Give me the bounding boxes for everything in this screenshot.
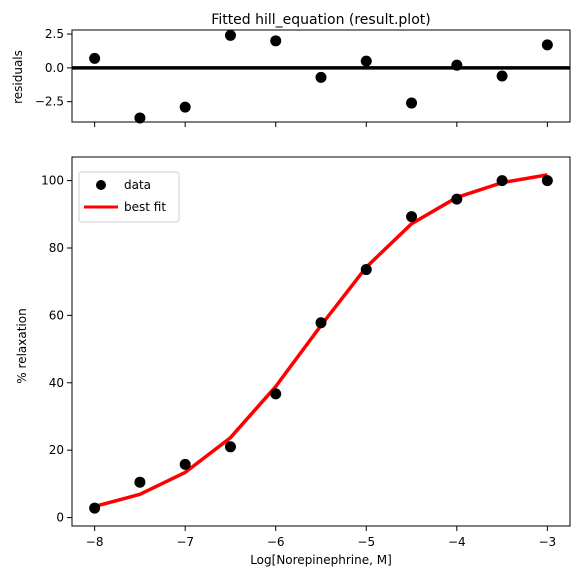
residuals-ylabel: residuals — [11, 50, 25, 104]
main-ytick-label: 40 — [49, 376, 64, 390]
residual-point — [179, 101, 191, 113]
main-ytick-label: 60 — [49, 308, 64, 322]
main-ytick-label: 100 — [41, 174, 64, 188]
data-point — [541, 175, 553, 187]
main-xtick-label: −5 — [357, 535, 375, 549]
residuals-ytick-label: 0.0 — [45, 61, 64, 75]
residuals-title: Fitted hill_equation (result.plot) — [211, 12, 430, 28]
data-point — [451, 193, 463, 205]
main-ylabel: % relaxation — [15, 308, 29, 383]
data-point — [496, 175, 508, 187]
main-axes-frame — [71, 156, 571, 527]
residuals-axes-frame — [71, 29, 571, 123]
main-xtick-label: −6 — [267, 535, 285, 549]
data-point — [134, 476, 146, 488]
main-xlabel: Log[Norepinephrine, M] — [250, 553, 392, 567]
residual-point — [541, 39, 553, 51]
residual-point — [451, 59, 463, 71]
legend-data-marker — [96, 180, 106, 190]
data-point — [89, 502, 101, 514]
legend-bestfit-label: best fit — [124, 200, 166, 214]
data-point — [360, 264, 372, 276]
residual-point — [496, 70, 508, 82]
data-point — [406, 211, 418, 223]
main-panel: % relaxation Log[Norepinephrine, M] 0 20 4… — [15, 156, 571, 567]
residuals-plot-area: 2.5 0.0 −2.5 — [35, 27, 570, 127]
residual-point — [134, 112, 146, 124]
main-xtick-label: −7 — [176, 535, 194, 549]
data-point — [179, 458, 191, 470]
main-ytick-label: 20 — [49, 443, 64, 457]
residuals-ytick-label: −2.5 — [35, 95, 64, 109]
residual-point — [315, 71, 327, 83]
residuals-ytick-label: 2.5 — [45, 27, 64, 41]
residuals-panel: Fitted hill_equation (result.plot) resid… — [11, 12, 571, 127]
residual-point — [270, 35, 282, 47]
main-ytick-label: 0 — [56, 511, 64, 525]
residual-point — [224, 29, 236, 41]
main-plot-area: 0 20 40 60 80 100 −8 −7 −6 −5 −4 −3 — [41, 173, 557, 549]
residual-point — [406, 97, 418, 109]
residual-point — [89, 52, 101, 64]
data-point — [270, 388, 282, 400]
legend-data-label: data — [124, 178, 151, 192]
main-ytick-label: 80 — [49, 241, 64, 255]
legend: data best fit — [78, 171, 180, 223]
main-xtick-label: −8 — [86, 535, 104, 549]
data-point — [315, 317, 327, 329]
data-point — [224, 441, 236, 453]
residual-point — [360, 55, 372, 67]
main-xtick-label: −4 — [448, 535, 466, 549]
main-xtick-label: −3 — [539, 535, 557, 549]
